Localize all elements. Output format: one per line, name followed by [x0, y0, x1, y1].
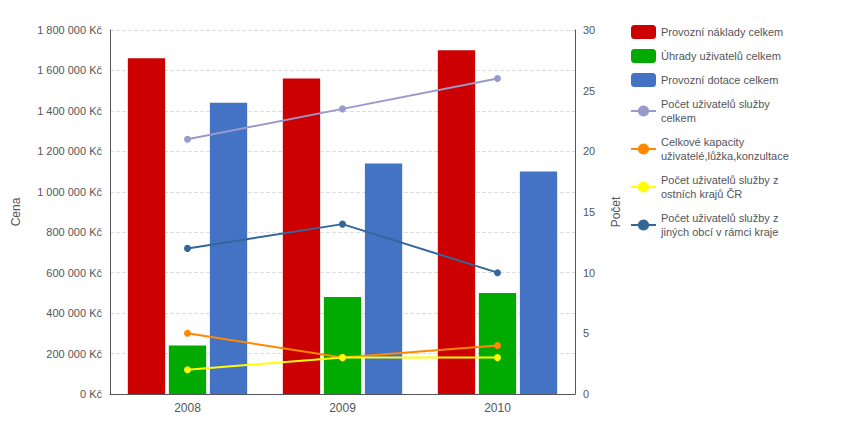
svg-text:Počet: Počet — [609, 196, 623, 227]
svg-text:2008: 2008 — [174, 401, 201, 415]
svg-text:400 000 Kč: 400 000 Kč — [46, 307, 102, 319]
svg-text:30: 30 — [583, 24, 595, 36]
svg-text:ostních krajů ČR: ostních krajů ČR — [661, 188, 742, 200]
svg-text:15: 15 — [583, 206, 595, 218]
svg-text:1 600 000 Kč: 1 600 000 Kč — [37, 64, 102, 76]
svg-text:celkem: celkem — [661, 112, 696, 124]
svg-text:1 200 000 Kč: 1 200 000 Kč — [37, 145, 102, 157]
svg-text:1 400 000 Kč: 1 400 000 Kč — [37, 105, 102, 117]
svg-text:2010: 2010 — [484, 401, 511, 415]
svg-text:uživatelé,lůžka,konzultace: uživatelé,lůžka,konzultace — [661, 150, 789, 162]
svg-text:20: 20 — [583, 145, 595, 157]
svg-text:Cena: Cena — [9, 197, 23, 226]
svg-text:2009: 2009 — [329, 401, 356, 415]
svg-text:0: 0 — [583, 388, 589, 400]
svg-text:Počet uživatelů služby z: Počet uživatelů služby z — [661, 212, 778, 224]
svg-text:Počet uživatelů služby: Počet uživatelů služby — [661, 98, 770, 110]
svg-text:1 000 000 Kč: 1 000 000 Kč — [37, 186, 102, 198]
svg-text:25: 25 — [583, 85, 595, 97]
svg-text:Provozní náklady celkem: Provozní náklady celkem — [661, 26, 783, 38]
svg-text:Počet uživatelů služby z: Počet uživatelů služby z — [661, 174, 778, 186]
svg-text:Úhrady uživatelů celkem: Úhrady uživatelů celkem — [661, 50, 781, 62]
svg-text:Provozní dotace celkem: Provozní dotace celkem — [661, 74, 778, 86]
svg-text:1 800 000 Kč: 1 800 000 Kč — [37, 24, 102, 36]
svg-text:600 000 Kč: 600 000 Kč — [46, 267, 102, 279]
svg-text:5: 5 — [583, 327, 589, 339]
svg-text:10: 10 — [583, 267, 595, 279]
svg-text:800 000 Kč: 800 000 Kč — [46, 226, 102, 238]
svg-text:jiných obcí v rámci kraje: jiných obcí v rámci kraje — [660, 226, 778, 238]
svg-text:0 Kč: 0 Kč — [80, 388, 103, 400]
svg-text:200 000 Kč: 200 000 Kč — [46, 348, 102, 360]
svg-text:Celkové kapacity: Celkové kapacity — [661, 136, 745, 148]
